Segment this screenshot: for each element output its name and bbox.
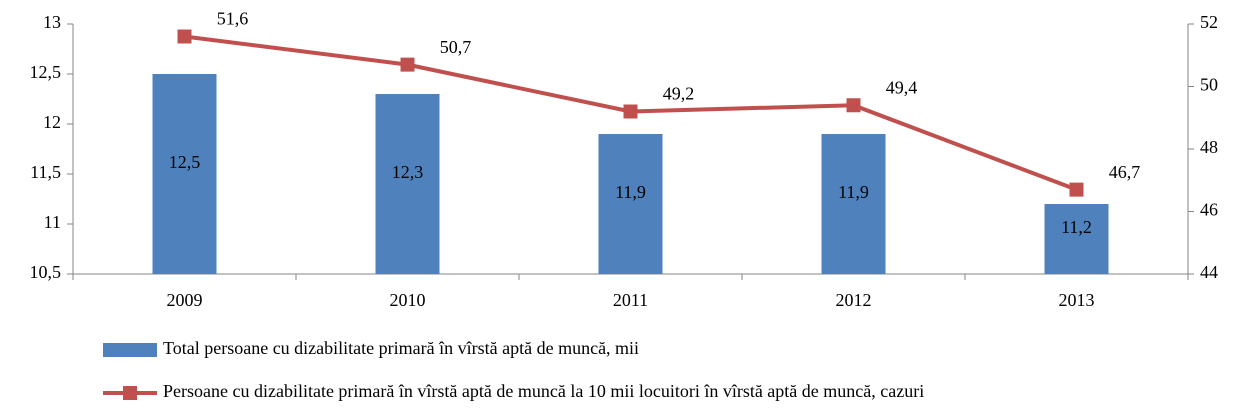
line-value-label: 50,7 (440, 37, 472, 57)
y-tick-label: 11 (44, 212, 61, 232)
line-marker (846, 98, 861, 113)
bar-value-label: 11,9 (615, 182, 646, 202)
y2-tick-label: 48 (1200, 137, 1218, 157)
line-marker (400, 57, 415, 72)
x-tick-label: 2013 (1059, 290, 1095, 310)
y-tick-label: 10,5 (30, 262, 62, 282)
y-tick-label: 13 (43, 12, 61, 32)
x-tick-label: 2009 (167, 290, 203, 310)
line-value-label: 49,4 (886, 77, 918, 97)
y2-tick-label: 44 (1200, 262, 1218, 282)
legend-label: Total persoane cu dizabilitate primară î… (163, 338, 639, 358)
x-tick-label: 2012 (836, 290, 872, 310)
x-tick-label: 2011 (613, 290, 648, 310)
y2-tick-label: 50 (1200, 75, 1218, 95)
bar (598, 134, 663, 274)
bar-value-label: 12,5 (169, 152, 201, 172)
line-value-label: 46,7 (1109, 162, 1141, 182)
y-tick-label: 11,5 (30, 162, 61, 182)
line-value-label: 49,2 (663, 84, 695, 104)
y2-tick-label: 46 (1200, 200, 1218, 220)
legend-marker (123, 386, 137, 400)
bar-value-label: 11,9 (838, 182, 869, 202)
bar-value-label: 11,2 (1061, 217, 1092, 237)
line-marker (623, 104, 638, 119)
bar (821, 134, 886, 274)
legend-label: Persoane cu dizabilitate primară în vîrs… (163, 381, 924, 401)
bar (375, 94, 440, 274)
line-marker (1069, 182, 1084, 197)
y2-tick-label: 52 (1200, 12, 1218, 32)
x-tick-label: 2010 (390, 290, 426, 310)
bar (1044, 204, 1109, 274)
y-tick-label: 12 (43, 112, 61, 132)
legend-swatch (103, 343, 157, 357)
bar-value-label: 12,3 (392, 162, 424, 182)
line-marker (177, 29, 192, 44)
bar (152, 74, 217, 274)
line-value-label: 51,6 (217, 9, 249, 29)
y-tick-label: 12,5 (30, 62, 62, 82)
